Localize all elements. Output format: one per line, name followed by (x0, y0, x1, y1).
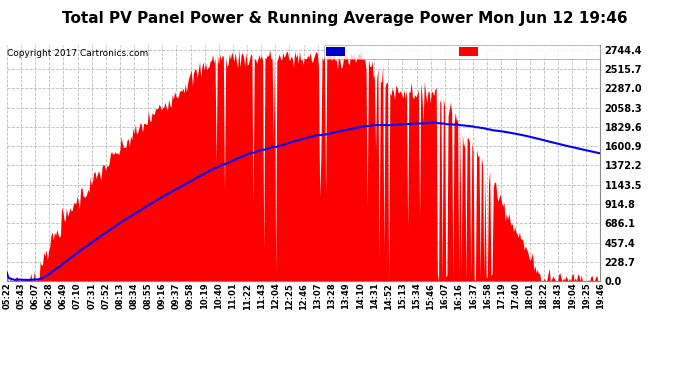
Text: Total PV Panel Power & Running Average Power Mon Jun 12 19:46: Total PV Panel Power & Running Average P… (62, 11, 628, 26)
Legend: Average (DC Watts), PV Panels (DC Watts): Average (DC Watts), PV Panels (DC Watts) (324, 45, 600, 59)
Text: Copyright 2017 Cartronics.com: Copyright 2017 Cartronics.com (7, 49, 148, 58)
